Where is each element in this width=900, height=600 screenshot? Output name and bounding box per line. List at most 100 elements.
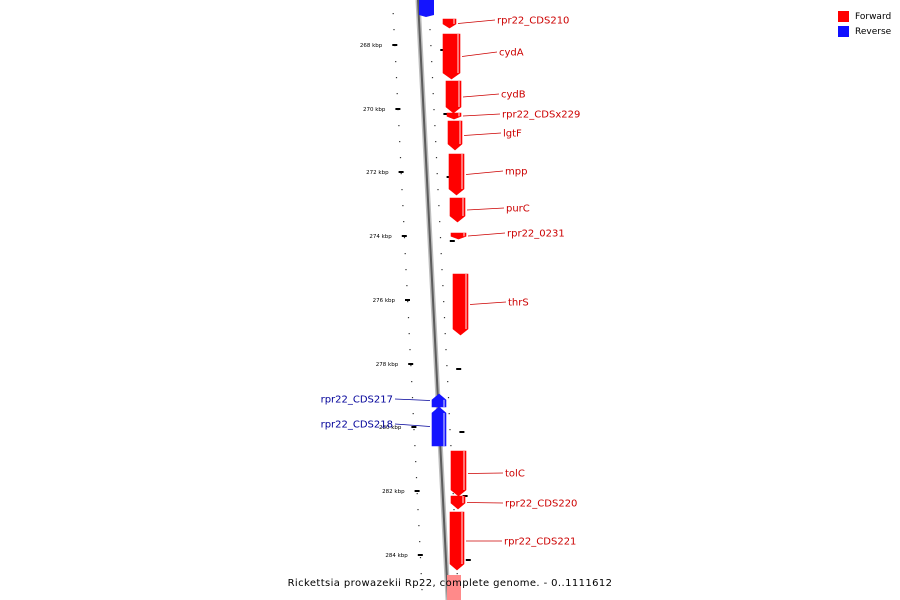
minor-tick bbox=[435, 141, 437, 143]
gene-feature[interactable] bbox=[448, 153, 465, 196]
gene-label-leader bbox=[466, 207, 505, 211]
minor-tick bbox=[439, 237, 442, 239]
minor-tick bbox=[435, 157, 438, 159]
gene-feature[interactable] bbox=[431, 406, 447, 447]
gene-arrow-highlight bbox=[453, 19, 455, 24]
minor-tick bbox=[403, 221, 405, 223]
gene-feature[interactable] bbox=[452, 273, 469, 336]
major-tick bbox=[398, 171, 404, 173]
legend-item-reverse: Reverse bbox=[838, 24, 891, 39]
gene-label-leader bbox=[467, 232, 506, 237]
minor-tick bbox=[396, 93, 398, 95]
gene-label[interactable]: rpr22_CDS218 bbox=[321, 420, 393, 431]
minor-tick bbox=[418, 525, 420, 527]
gene-label-leader bbox=[461, 51, 498, 57]
gene-feature[interactable] bbox=[449, 197, 466, 223]
gene-feature[interactable] bbox=[449, 511, 465, 571]
minor-tick bbox=[399, 157, 402, 159]
gene-label[interactable]: purC bbox=[506, 204, 530, 215]
gene-feature[interactable] bbox=[446, 112, 462, 120]
gene-feature[interactable] bbox=[445, 80, 462, 114]
major-tick bbox=[417, 554, 423, 556]
gene-feature[interactable] bbox=[450, 450, 467, 497]
tick-label: 272 kbp bbox=[366, 170, 389, 176]
major-tick bbox=[456, 368, 462, 370]
minor-tick bbox=[436, 173, 438, 175]
major-tick bbox=[405, 299, 410, 301]
gene-label[interactable]: mpp bbox=[505, 167, 527, 178]
gene-label-leader bbox=[465, 170, 504, 175]
minor-tick bbox=[419, 557, 422, 559]
minor-tick bbox=[407, 317, 410, 319]
gene-arrow-highlight bbox=[458, 113, 460, 117]
gene-feature[interactable] bbox=[431, 393, 447, 408]
minor-tick bbox=[443, 317, 446, 319]
gene-label-leader bbox=[463, 132, 502, 136]
gene-label-leader bbox=[462, 93, 500, 98]
gene-arrow-highlight bbox=[462, 198, 464, 216]
gene-arrow-partial[interactable] bbox=[419, 0, 434, 17]
gene-label[interactable]: cydB bbox=[501, 90, 526, 101]
legend-forward-label: Forward bbox=[855, 11, 892, 22]
tick-label: 278 kbp bbox=[376, 362, 399, 368]
gene-feature[interactable] bbox=[447, 120, 463, 151]
minor-tick bbox=[450, 445, 452, 447]
minor-tick bbox=[405, 269, 407, 271]
minor-tick bbox=[438, 205, 440, 207]
gene-label[interactable]: rpr22_0231 bbox=[507, 229, 565, 240]
gene-feature[interactable] bbox=[450, 232, 467, 240]
legend-reverse-label: Reverse bbox=[855, 26, 892, 37]
tick-label: 268 kbp bbox=[360, 43, 383, 49]
minor-tick bbox=[429, 29, 431, 31]
gene-arrow-partial[interactable] bbox=[447, 575, 461, 600]
minor-tick bbox=[400, 173, 402, 175]
gene-label-leader bbox=[394, 423, 431, 427]
gene-label[interactable]: rpr22_CDS217 bbox=[321, 395, 393, 406]
gene-label-leader bbox=[466, 502, 504, 504]
minor-tick bbox=[393, 29, 395, 31]
gene-feature[interactable] bbox=[442, 18, 457, 29]
minor-tick bbox=[401, 189, 403, 191]
gene-label[interactable]: rpr22_CDS220 bbox=[505, 499, 577, 510]
legend: Forward Reverse bbox=[838, 9, 891, 39]
gene-label[interactable]: lgtF bbox=[503, 129, 522, 140]
tick-label: 280 kbp bbox=[379, 425, 402, 431]
minor-tick bbox=[419, 541, 421, 543]
reverse-swatch bbox=[838, 26, 849, 37]
major-tick bbox=[459, 431, 465, 433]
gene-label-leader bbox=[467, 472, 504, 474]
backbone-line bbox=[417, 0, 449, 600]
gene-label[interactable]: rpr22_CDS221 bbox=[504, 537, 576, 548]
major-tick bbox=[408, 363, 414, 365]
minor-tick bbox=[446, 365, 448, 367]
minor-tick bbox=[414, 445, 416, 447]
tick-label: 284 kbp bbox=[385, 553, 408, 559]
gene-arrow-highlight bbox=[457, 34, 459, 73]
major-tick bbox=[401, 235, 407, 237]
minor-tick bbox=[444, 333, 446, 335]
gene-label[interactable]: tolC bbox=[505, 469, 525, 480]
backbone-layer bbox=[415, 0, 451, 600]
gene-label[interactable]: rpr22_CDSx229 bbox=[502, 110, 580, 121]
gene-arrow-highlight bbox=[443, 413, 445, 446]
gene-label[interactable]: thrS bbox=[508, 298, 529, 309]
gene-arrow-highlight bbox=[459, 121, 461, 144]
gene-arrow-highlight bbox=[465, 274, 467, 329]
gene-label[interactable]: rpr22_CDS210 bbox=[497, 16, 569, 27]
minor-tick bbox=[430, 45, 432, 47]
gene-arrow-highlight bbox=[461, 154, 463, 189]
minor-tick bbox=[456, 573, 458, 575]
gene-feature[interactable] bbox=[450, 495, 466, 510]
gene-label[interactable]: cydA bbox=[499, 48, 524, 59]
gene-arrow-highlight bbox=[458, 81, 460, 107]
major-tick bbox=[449, 240, 455, 242]
minor-tick bbox=[408, 333, 410, 335]
major-tick bbox=[395, 108, 401, 110]
minor-tick bbox=[415, 461, 417, 463]
major-tick bbox=[443, 113, 449, 115]
gene-feature[interactable] bbox=[442, 33, 461, 80]
minor-tick bbox=[452, 493, 454, 495]
minor-tick bbox=[403, 237, 406, 239]
tick-label: 282 kbp bbox=[382, 489, 405, 495]
gene-arrow[interactable] bbox=[431, 406, 447, 447]
